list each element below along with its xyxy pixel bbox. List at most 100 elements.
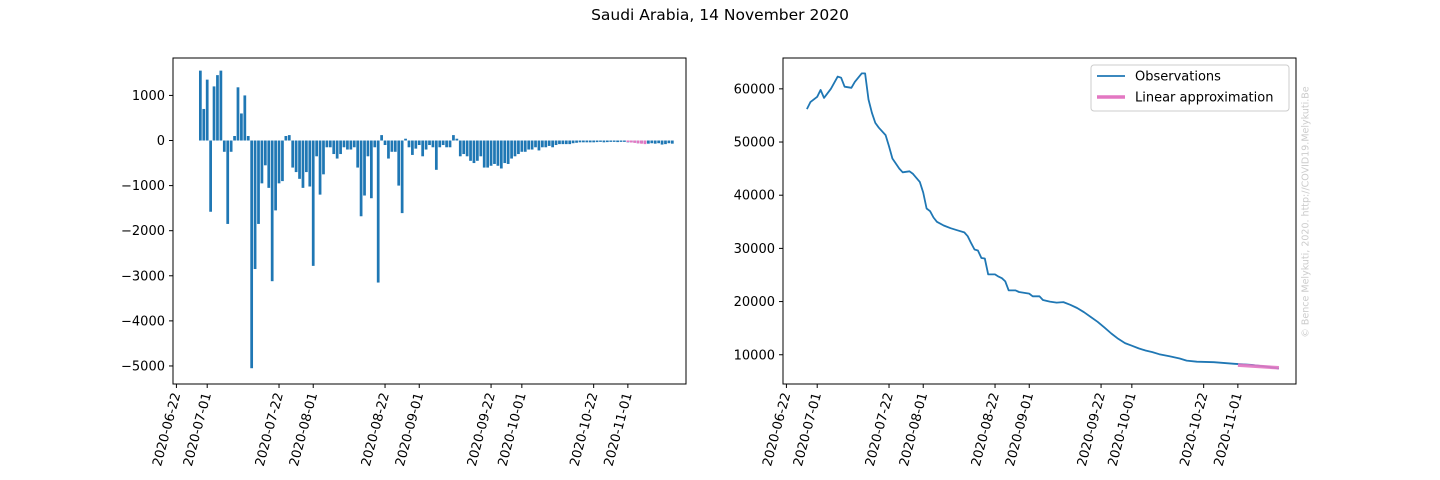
bar [198, 70, 202, 141]
bar [267, 140, 271, 188]
bar [469, 140, 472, 161]
linear-approximation-line [1237, 363, 1280, 370]
bar [588, 140, 592, 143]
bar [537, 140, 541, 151]
bar [212, 86, 216, 141]
bar [233, 136, 236, 141]
y-tick-label: 50000 [734, 136, 775, 151]
bar [623, 140, 626, 142]
bar [393, 140, 397, 152]
bar [287, 135, 291, 141]
bar [311, 140, 315, 266]
bar [561, 140, 565, 145]
bar [568, 140, 572, 145]
bar [664, 140, 667, 145]
bar [284, 136, 288, 141]
bar [315, 140, 319, 157]
bar [305, 140, 308, 173]
legend: Observations Linear approximation [1090, 64, 1290, 112]
bar [339, 140, 342, 155]
bar [243, 95, 247, 141]
x-tick-label: 2020-09-01 [1003, 391, 1037, 468]
x-tick-label: 2020-08-22 [969, 391, 1003, 468]
bar [298, 140, 301, 179]
bar [599, 140, 602, 142]
bar [240, 113, 243, 141]
bar [246, 136, 250, 141]
bar [455, 138, 459, 141]
x-tick-label: 2020-11-01 [602, 391, 636, 468]
bar [582, 140, 585, 143]
bar [202, 108, 206, 141]
bar [605, 140, 609, 143]
x-tick-label: 2020-10-01 [496, 391, 530, 468]
x-tick-label: 2020-10-22 [1177, 391, 1211, 468]
bar [472, 140, 476, 164]
bar [499, 140, 503, 169]
x-tick-label: 2020-07-22 [253, 391, 287, 468]
bar [263, 140, 267, 166]
bar [301, 140, 305, 188]
bar [277, 140, 281, 184]
legend-box [1090, 64, 1290, 112]
bar [332, 140, 336, 155]
bar [592, 140, 596, 143]
bar [653, 140, 657, 144]
bar [387, 140, 390, 159]
bar [643, 140, 647, 145]
bar [496, 140, 500, 166]
bar [428, 140, 431, 146]
bar [575, 140, 578, 143]
x-tick-label: 2020-06-22 [150, 391, 184, 468]
legend-label: Linear approximation [1135, 91, 1273, 106]
bar [510, 140, 513, 159]
bar [390, 140, 394, 152]
bar [216, 75, 219, 141]
plot-frame [172, 57, 687, 385]
bar [564, 140, 568, 145]
plot-frame [782, 57, 1297, 385]
bar-series-observations [198, 70, 674, 369]
bar [503, 140, 507, 164]
bar [640, 140, 643, 144]
bar [417, 140, 421, 146]
bar [431, 140, 435, 148]
bar [438, 140, 442, 148]
bar [547, 140, 551, 146]
x-tick-label: 2020-10-22 [567, 391, 601, 468]
bar [534, 140, 537, 148]
x-tick-label: 2020-08-01 [897, 391, 931, 468]
bar [209, 140, 212, 212]
bar [489, 140, 493, 166]
bar [448, 140, 452, 148]
bar [629, 140, 633, 143]
bar [325, 140, 329, 148]
bar [366, 140, 370, 157]
bar [383, 140, 387, 146]
bar [540, 140, 544, 148]
bar [609, 140, 613, 142]
bar [250, 140, 254, 369]
bar [260, 140, 264, 184]
bar [616, 140, 619, 143]
bar [452, 135, 455, 141]
bar [335, 140, 339, 159]
bar [636, 140, 640, 144]
bar [328, 140, 332, 148]
bar [356, 140, 360, 168]
bar [578, 140, 582, 143]
bar [479, 140, 483, 157]
bar [434, 140, 438, 170]
x-tick-label: 2020-08-22 [359, 391, 393, 468]
bar [274, 140, 277, 211]
y-tick-label: −1000 [121, 179, 165, 194]
watermark-text: © Bence Melykuti, 2020. http://COVID19.M… [1300, 86, 1312, 338]
bar [294, 140, 298, 173]
bar [414, 140, 418, 149]
figure-title: Saudi Arabia, 14 November 2020 [591, 6, 849, 24]
bar [486, 140, 490, 168]
bar [291, 140, 295, 168]
y-tick-label: 60000 [734, 82, 775, 97]
bar [308, 140, 312, 187]
